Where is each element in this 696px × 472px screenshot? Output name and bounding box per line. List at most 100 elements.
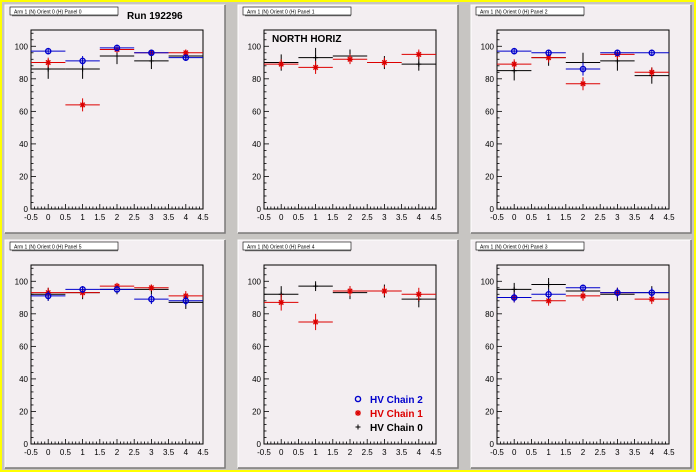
data-point	[332, 54, 368, 65]
point-marker	[45, 59, 52, 66]
x-tick-label: 0.5	[526, 213, 538, 222]
y-tick-label: 80	[485, 75, 494, 84]
x-tick-label: -0.5	[257, 448, 271, 457]
point-marker	[182, 54, 190, 61]
x-tick-label: 1.5	[94, 448, 106, 457]
point-marker	[79, 286, 86, 293]
title-box: Arm 1 (N) Orient 0 (H) Panel 1	[242, 6, 352, 17]
x-tick-label: 3.5	[163, 213, 175, 222]
point-marker	[648, 69, 655, 76]
pad-background	[238, 5, 458, 233]
data-point	[531, 289, 566, 300]
x-tick-label: 0.5	[293, 448, 305, 457]
data-point	[497, 47, 532, 55]
x-tick-label: 0	[512, 448, 517, 457]
x-tick-label: 2	[348, 448, 353, 457]
chart-pad: Arm 1 (N) Orient 0 (H) Panel 5-0.5 0 0.5 1 1…	[4, 239, 226, 469]
point-marker	[79, 57, 86, 65]
x-tick-label: 0.5	[526, 448, 538, 457]
y-tick-label: 40	[485, 375, 494, 384]
point-marker	[182, 297, 190, 305]
y-tick-label: 60	[485, 342, 494, 351]
data-point	[401, 57, 436, 71]
x-tick-label: 0.5	[60, 213, 72, 222]
data-point	[134, 294, 169, 305]
point-marker	[545, 290, 552, 298]
data-point	[565, 291, 601, 301]
point-marker	[80, 66, 86, 72]
x-tick-label: 1.5	[327, 213, 339, 222]
x-tick-label: 1	[546, 213, 551, 222]
data-point	[401, 287, 436, 301]
point-marker	[113, 286, 121, 293]
y-tick-label: 60	[252, 107, 261, 116]
x-tick-label: -0.5	[490, 213, 504, 222]
point-marker	[44, 292, 52, 300]
x-tick-label: 1.5	[560, 448, 572, 457]
point-marker	[113, 44, 121, 52]
data-point	[99, 44, 135, 52]
series-hv-chain-1	[264, 49, 436, 74]
x-tick-label: 2	[115, 213, 120, 222]
point-marker	[648, 49, 656, 57]
y-tick-label: 80	[19, 310, 28, 319]
x-tick-label: -0.5	[257, 213, 271, 222]
data-point	[31, 57, 66, 68]
x-tick-label: 4.5	[430, 448, 442, 457]
star-marker-icon	[355, 410, 361, 416]
x-tick-label: 4.5	[663, 213, 675, 222]
pad-background	[471, 5, 691, 233]
data-point	[634, 49, 669, 57]
x-tick-label: 3	[382, 213, 387, 222]
y-tick-label: 100	[15, 42, 29, 51]
panel-title: Arm 1 (N) Orient 0 (H) Panel 5	[14, 244, 82, 250]
point-marker	[278, 61, 285, 68]
x-tick-label: 4.5	[430, 213, 442, 222]
point-marker	[546, 282, 552, 288]
point-marker	[648, 289, 656, 296]
data-point	[65, 98, 100, 112]
x-tick-label: -0.5	[24, 213, 38, 222]
title-box: Arm 1 (N) Orient 0 (H) Panel 5	[9, 241, 119, 252]
point-marker	[381, 59, 388, 66]
pad-background	[5, 240, 225, 468]
panel-title: Arm 1 (N) Orient 0 (H) Panel 4	[247, 244, 315, 250]
point-marker	[580, 80, 586, 87]
x-tick-label: 1	[80, 213, 85, 222]
x-tick-label: 0	[279, 448, 284, 457]
x-tick-label: 2	[581, 213, 586, 222]
panel-title: Arm 1 (N) Orient 0 (H) Panel 1	[247, 9, 315, 15]
data-point	[600, 287, 635, 298]
x-tick-label: 4.5	[197, 213, 209, 222]
y-tick-label: 20	[19, 407, 28, 416]
point-marker	[312, 318, 319, 325]
title-box: Arm 1 (N) Orient 0 (H) Panel 2	[475, 6, 585, 17]
x-tick-label: 3	[149, 213, 154, 222]
panel-title: Arm 1 (N) Orient 0 (H) Panel 3	[480, 244, 548, 250]
data-point	[298, 313, 333, 331]
x-tick-label: 1	[546, 448, 551, 457]
y-tick-label: 100	[248, 277, 262, 286]
series-hv-chain-2	[497, 284, 669, 303]
panel-annotation: NORTH HORIZ	[272, 34, 341, 45]
y-tick-label: 60	[19, 342, 28, 351]
y-tick-label: 40	[252, 375, 261, 384]
chart-pad: Arm 1 (N) Orient 0 (H) Panel 3-0.5 0 0.5 1 1…	[470, 239, 692, 469]
x-tick-label: 2.5	[362, 448, 374, 457]
legend-entry: HV Chain 1	[355, 409, 423, 420]
x-tick-label: 3.5	[163, 448, 175, 457]
panel-title: Arm 1 (N) Orient 0 (H) Panel 2	[480, 9, 548, 15]
x-tick-label: 4.5	[663, 448, 675, 457]
data-point	[134, 49, 169, 57]
point-marker	[148, 49, 155, 57]
y-tick-label: 40	[485, 140, 494, 149]
x-tick-label: 0	[46, 213, 51, 222]
x-tick-label: 0	[279, 213, 284, 222]
point-marker	[148, 284, 155, 291]
y-tick-label: 100	[248, 42, 262, 51]
data-point	[565, 62, 601, 76]
x-tick-label: 4	[417, 213, 422, 222]
point-marker	[148, 58, 154, 64]
y-tick-label: 60	[252, 342, 261, 351]
